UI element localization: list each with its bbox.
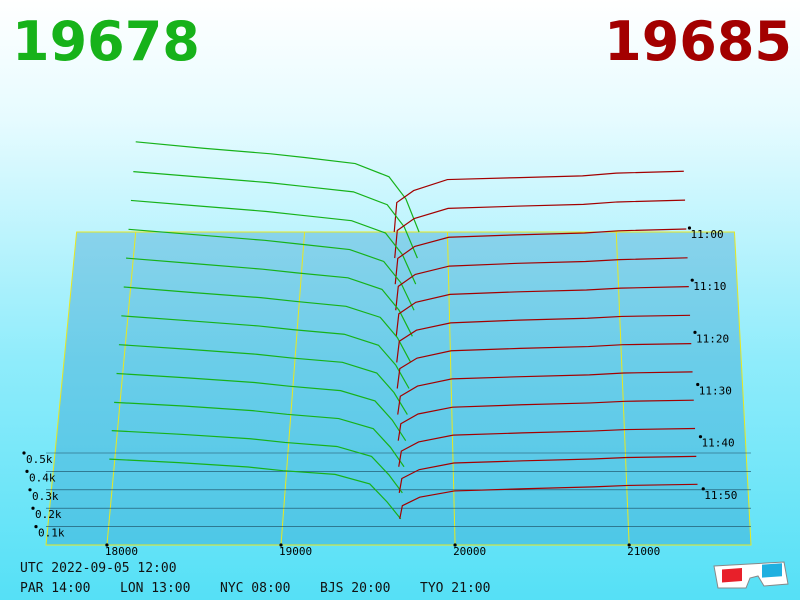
time-tick: [701, 487, 705, 491]
time-tick-label: 11:50: [704, 489, 737, 502]
bid-depth-line: [130, 199, 417, 285]
clock-label: NYC 08:00: [220, 581, 290, 596]
bid-depth-line: [121, 315, 410, 389]
bid-depth-line: [128, 228, 415, 311]
ask-depth-line: [398, 455, 697, 493]
price-grid-line: [446, 231, 456, 546]
bid-depth-line: [123, 286, 412, 363]
depth-tick-label: 0.4k: [29, 471, 56, 484]
time-tick: [690, 278, 694, 282]
price-tick: [105, 543, 109, 547]
clock-label: BJS 20:00: [320, 581, 390, 596]
price-tick-label: 18000: [105, 545, 138, 558]
bid-depth-line: [133, 171, 418, 259]
bid-depth-line: [109, 458, 402, 520]
bid-depth-line: [116, 372, 407, 441]
depth-tick-label: 0.3k: [32, 490, 59, 503]
ask-depth-line: [395, 257, 688, 311]
best-bid: 19678: [12, 10, 200, 73]
price-grid-line: [280, 231, 306, 546]
bid-depth-line: [114, 401, 405, 468]
ask-depth-line: [394, 199, 686, 259]
depth-tick: [31, 506, 35, 510]
depth-tick: [25, 469, 29, 473]
depth-tick: [34, 525, 38, 529]
bid-depth-line: [126, 257, 413, 337]
time-tick-label: 11:00: [690, 228, 723, 241]
3d-glasses-icon[interactable]: [713, 561, 789, 589]
clocks: PAR 14:00 LON 13:00 NYC 08:00 BJS 20:00 TYO …: [20, 581, 490, 596]
clock-label: PAR 14:00: [20, 581, 90, 596]
clock-label: LON 13:00: [120, 581, 190, 596]
time-tick: [693, 330, 697, 334]
depth-lines: [109, 141, 698, 520]
depth-tick: [22, 451, 26, 455]
ask-depth-line: [399, 483, 698, 520]
depth-tick-label: 0.5k: [26, 453, 53, 466]
utc-time: UTC 2022-09-05 12:00: [20, 561, 177, 576]
time-tick: [698, 435, 703, 439]
ask-depth-line: [396, 343, 692, 389]
time-tick-label: 11:30: [699, 385, 732, 398]
price-tick-label: 20000: [453, 545, 486, 558]
price-grid-line: [106, 231, 137, 546]
bid-depth-line: [111, 430, 403, 494]
price-tick: [627, 543, 631, 547]
time-tick-label: 11:20: [696, 332, 729, 345]
depth-tick-label: 0.1k: [38, 527, 65, 540]
ask-depth-line: [396, 314, 691, 363]
price-tick: [279, 543, 283, 547]
ask-depth-line: [398, 427, 696, 467]
ask-depth-line: [394, 228, 687, 285]
depth-tick-label: 0.2k: [35, 508, 62, 521]
time-tick: [687, 226, 692, 230]
ask-depth-line: [393, 170, 684, 233]
ask-depth-line: [395, 286, 689, 337]
bid-depth-line: [118, 344, 408, 415]
axes: 0.1k 0.2k 0.3k 0.4k 0.5k 18000 19000 20000 21000…: [22, 226, 751, 558]
price-tick: [453, 543, 457, 547]
time-tick: [696, 382, 700, 387]
time-tick-label: 11:10: [693, 280, 726, 293]
floor: [45, 231, 752, 546]
ask-depth-line: [397, 399, 694, 441]
ask-depth-line: [397, 371, 693, 415]
time-tick-label: 11:40: [701, 437, 734, 450]
best-ask: 19685: [604, 10, 792, 73]
depth-tick: [28, 488, 32, 492]
clock-label: TYO 21:00: [420, 581, 490, 596]
price-grid-line: [615, 231, 630, 546]
bid-depth-line: [135, 141, 420, 233]
price-tick-label: 19000: [279, 545, 312, 558]
price-tick-label: 21000: [627, 545, 660, 558]
